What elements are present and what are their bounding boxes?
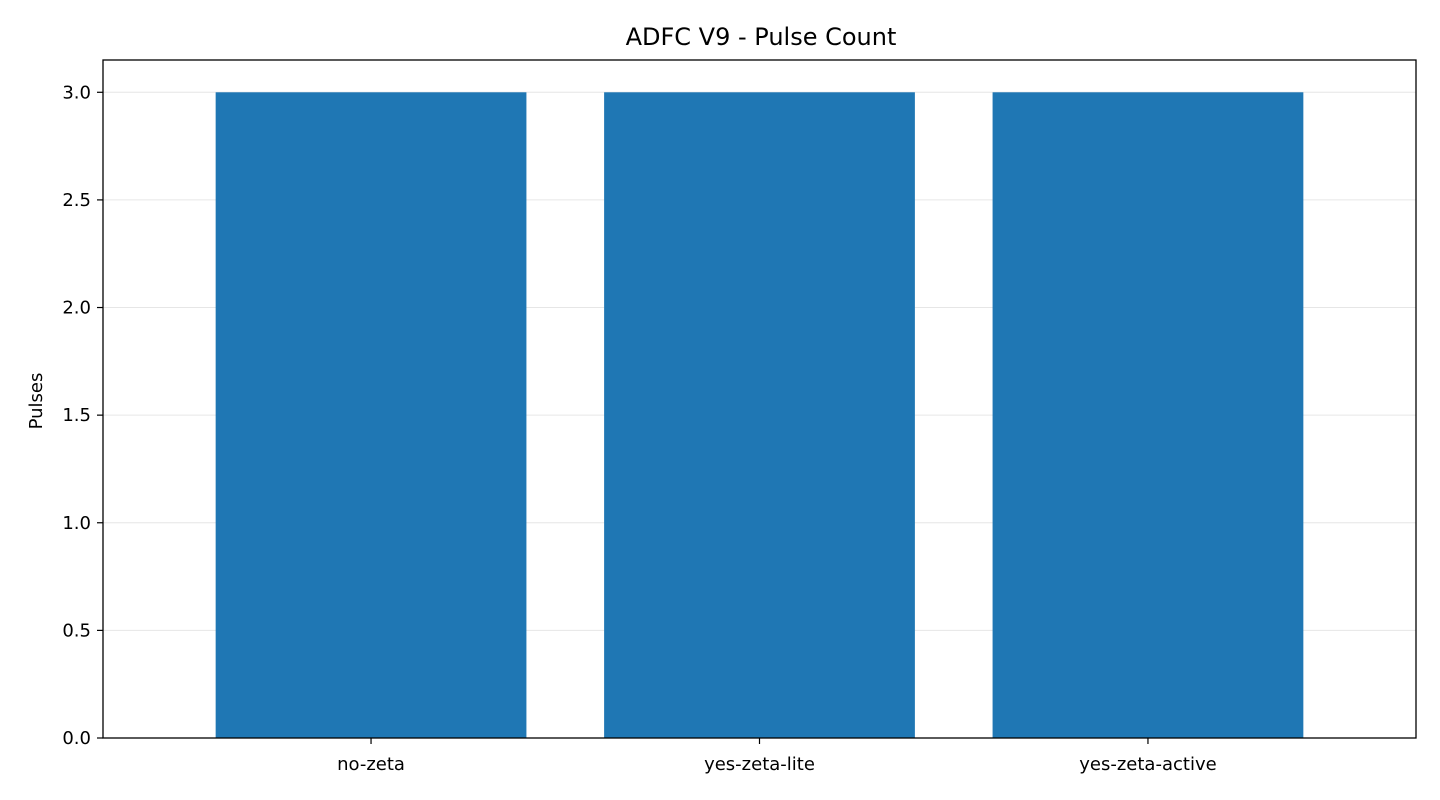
y-tick-label: 0.0 — [62, 728, 91, 749]
bar-yes-zeta-active — [992, 92, 1304, 739]
y-axis-ticks: 0.0 0.5 1.0 1.5 2.0 2.5 3.0 — [62, 82, 103, 749]
x-tick-label: yes-zeta-active — [1079, 754, 1216, 775]
y-tick-label: 1.0 — [62, 513, 91, 534]
chart-title: ADFC V9 - Pulse Count — [626, 23, 897, 51]
x-tick-label: yes-zeta-lite — [704, 754, 815, 775]
y-tick-label: 3.0 — [62, 82, 91, 103]
y-tick-label: 2.5 — [62, 190, 91, 211]
x-tick-label: no-zeta — [337, 754, 405, 775]
y-tick-label: 0.5 — [62, 620, 91, 641]
bar-yes-zeta-lite — [604, 92, 915, 739]
bars — [215, 92, 1304, 739]
x-axis-ticks: no-zeta yes-zeta-lite yes-zeta-active — [337, 738, 1217, 775]
y-axis-label: Pulses — [26, 373, 47, 430]
bar-no-zeta — [215, 92, 527, 739]
y-tick-label: 2.0 — [62, 298, 91, 319]
y-tick-label: 1.5 — [62, 405, 91, 426]
